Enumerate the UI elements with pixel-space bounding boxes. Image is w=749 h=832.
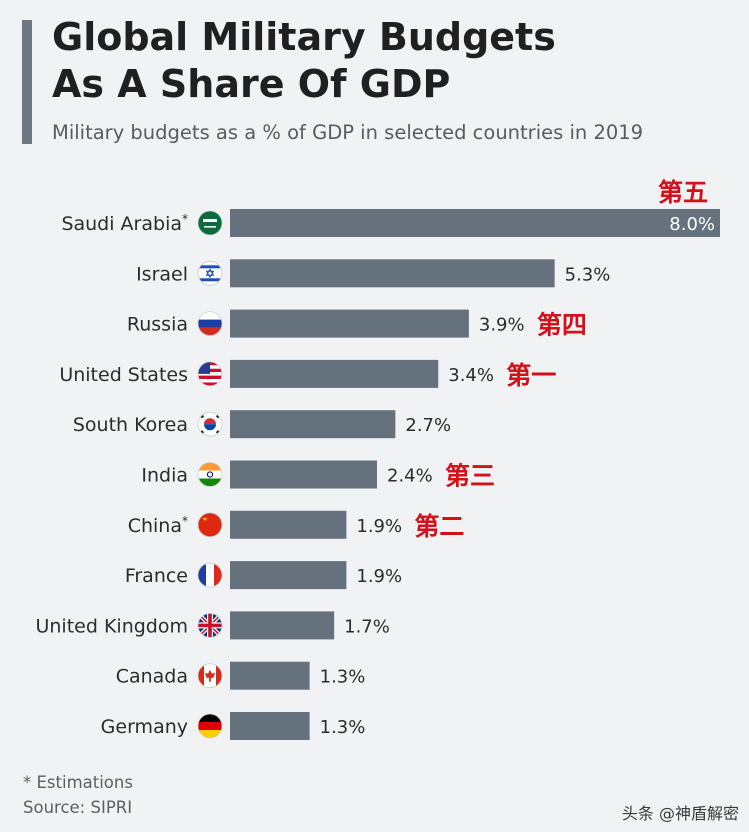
bar-row: Saudi Arabia* 8.0% — [61, 209, 720, 237]
category-label: United States — [59, 364, 188, 386]
united-kingdom-flag-icon — [197, 613, 223, 638]
south-korea-flag-icon — [197, 411, 223, 437]
bar — [230, 611, 335, 640]
bar-row: United States 3.4% — [59, 359, 494, 388]
bar — [230, 209, 720, 237]
bar-row: France 1.9% — [125, 561, 402, 590]
chart-title-line-1: Global Military Budgets — [52, 15, 556, 59]
india-flag-icon — [197, 462, 223, 487]
value-label: 2.7% — [405, 415, 451, 436]
bar — [230, 712, 310, 740]
footnote: * Estimations Source: SIPRI — [23, 770, 133, 820]
watermark: 头条 @神盾解密 — [621, 804, 739, 823]
value-label: 1.3% — [320, 717, 366, 738]
germany-flag-icon — [197, 713, 223, 739]
bar-row: India 2.4% — [141, 460, 433, 489]
bar-row: Israel 5.3% — [136, 259, 611, 288]
chart-title: Global Military Budgets As A Share Of GD… — [52, 14, 732, 108]
category-label: Canada — [116, 666, 188, 688]
source-note: Source: SIPRI — [23, 798, 133, 817]
category-label: South Korea — [73, 414, 188, 436]
rank-annotation: 第四 — [537, 311, 587, 340]
israel-flag-icon — [197, 260, 223, 286]
bar-row: Canada 1.3% — [116, 661, 366, 690]
bar — [230, 460, 377, 489]
rank-annotation: 第一 — [506, 361, 556, 390]
saudi-arabia-flag-icon — [197, 210, 223, 236]
value-label: 2.4% — [387, 466, 433, 487]
category-label: France — [125, 565, 188, 587]
category-label: Saudi Arabia* — [61, 212, 188, 235]
france-flag-icon — [197, 562, 223, 588]
category-label: Israel — [136, 263, 188, 285]
china-flag-icon — [197, 512, 223, 538]
bar — [230, 359, 439, 388]
bar-row: South Korea 2.7% — [73, 410, 451, 439]
estimate-marker: * — [182, 514, 188, 528]
value-label: 3.4% — [448, 365, 494, 386]
bar-row: United Kingdom 1.7% — [35, 611, 390, 640]
value-label: 8.0% — [669, 214, 715, 235]
category-label: India — [141, 465, 188, 487]
bar — [230, 510, 347, 539]
bar — [230, 561, 347, 590]
category-label: United Kingdom — [35, 615, 188, 637]
value-label: 1.3% — [320, 667, 366, 688]
category-label: Russia — [127, 314, 188, 336]
value-label: 1.9% — [356, 516, 402, 537]
chart-subtitle: Military budgets as a % of GDP in select… — [52, 121, 644, 144]
bar — [230, 410, 396, 439]
estimation-note: * Estimations — [23, 773, 133, 792]
bar-row: Germany 1.3% — [101, 712, 366, 740]
united-states-flag-icon — [197, 361, 223, 387]
rank-annotation: 第二 — [414, 512, 464, 541]
rank-annotation: 第三 — [445, 462, 495, 491]
value-label: 5.3% — [565, 264, 611, 285]
rank-annotation: 第五 — [658, 178, 708, 207]
value-label: 1.9% — [356, 566, 402, 587]
bar — [230, 259, 555, 288]
russia-flag-icon — [197, 311, 223, 337]
title-accent-bar — [22, 20, 32, 144]
category-label: Germany — [101, 716, 188, 738]
estimate-marker: * — [182, 212, 188, 226]
chart-title-line-2: As A Share Of GDP — [52, 62, 451, 106]
bar — [230, 309, 469, 338]
bar-row: China* 1.9% — [128, 510, 402, 539]
value-label: 1.7% — [344, 616, 390, 637]
bar-row: Russia 3.9% — [127, 309, 525, 338]
category-label: China* — [128, 514, 188, 537]
canada-flag-icon — [197, 663, 223, 689]
bar — [230, 661, 310, 690]
value-label: 3.9% — [479, 315, 525, 336]
